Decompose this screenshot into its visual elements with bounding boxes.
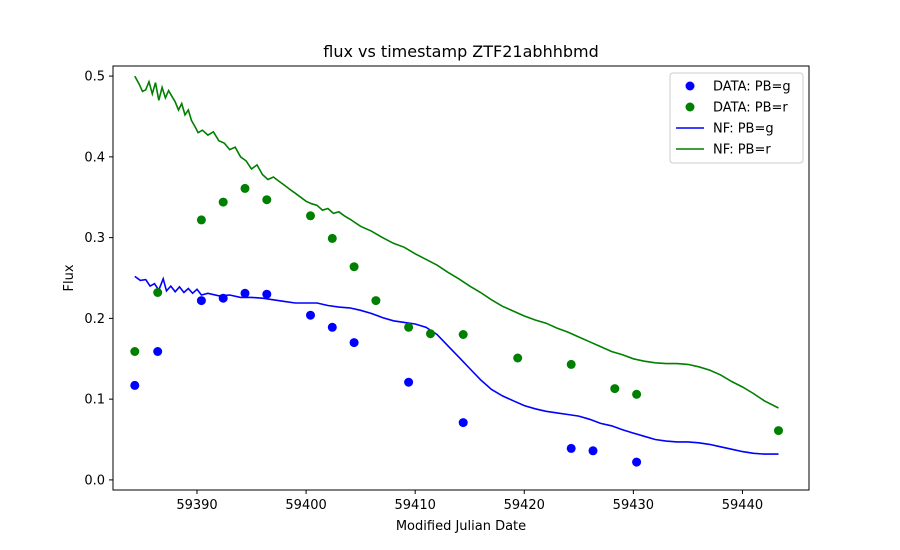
plot-area [130, 75, 783, 467]
data-point-data-pb-r [610, 384, 620, 394]
x-tick-label: 59430 [613, 498, 654, 513]
data-point-data-pb-r [513, 353, 523, 363]
data-point-data-pb-r [262, 195, 272, 205]
data-point-data-pb-r [774, 426, 783, 436]
y-tick-label: 0.3 [84, 231, 105, 246]
legend-label: DATA: PB=r [713, 101, 788, 116]
data-point-data-pb-r [426, 329, 435, 339]
data-point-data-pb-r [632, 389, 642, 399]
data-point-data-pb-g [632, 457, 642, 467]
data-point-data-pb-r [349, 262, 359, 272]
x-axis-label: Modified Julian Date [396, 519, 526, 534]
data-point-data-pb-g [153, 347, 163, 356]
x-tick-label: 59410 [395, 498, 436, 513]
y-tick-label: 0.2 [84, 312, 105, 327]
y-axis-label: Flux [62, 264, 77, 291]
x-tick-label: 59400 [285, 498, 326, 513]
legend: DATA: PB=g DATA: PB=r NF: PB=g NF: PB=r [669, 72, 804, 164]
x-tick-label: 59390 [176, 498, 217, 513]
data-point-data-pb-r [240, 183, 250, 193]
series-line-nf-pb-r [134, 75, 779, 409]
data-point-data-pb-g [196, 296, 206, 306]
data-point-data-pb-g [566, 443, 576, 453]
data-point-data-pb-r [218, 197, 228, 207]
data-point-data-pb-g [306, 310, 315, 320]
data-point-data-pb-g [240, 288, 250, 298]
chart-title: flux vs timestamp ZTF21abhhbmd [323, 42, 599, 61]
data-point-data-pb-g [327, 322, 337, 332]
y-axis: 0.0 0.1 0.2 0.3 0.4 0.5 [84, 70, 113, 488]
legend-marker [685, 81, 695, 91]
legend-label: DATA: PB=g [713, 80, 791, 95]
y-tick-label: 0.5 [84, 70, 105, 85]
data-point-data-pb-r [566, 359, 576, 369]
legend-box [669, 72, 804, 164]
data-point-data-pb-g [588, 446, 598, 456]
data-point-data-pb-g [349, 338, 359, 348]
data-point-data-pb-r [130, 347, 140, 356]
data-point-data-pb-r [306, 211, 315, 221]
data-point-data-pb-r [153, 288, 163, 297]
data-point-data-pb-g [404, 377, 414, 387]
data-point-data-pb-g [262, 289, 272, 299]
data-point-data-pb-g [458, 418, 468, 428]
y-tick-label: 0.4 [84, 150, 105, 165]
data-point-data-pb-r [327, 233, 337, 243]
y-tick-label: 0.1 [84, 393, 105, 408]
y-tick-label: 0.0 [84, 473, 105, 488]
x-tick-label: 59420 [504, 498, 545, 513]
data-point-data-pb-g [218, 293, 228, 303]
x-axis: 59390 59400 59410 59420 59430 59440 [176, 490, 763, 513]
series-line-nf-pb-g [134, 275, 779, 455]
data-point-data-pb-r [458, 330, 468, 339]
data-point-data-pb-r [371, 296, 381, 306]
data-point-data-pb-g [130, 380, 140, 390]
legend-marker [685, 102, 695, 112]
legend-label: NF: PB=g [713, 122, 774, 137]
data-point-data-pb-r [196, 215, 206, 225]
axes-frame [112, 65, 810, 491]
legend-label: NF: PB=r [713, 143, 771, 158]
data-point-data-pb-r [404, 322, 414, 332]
x-tick-label: 59440 [722, 498, 763, 513]
